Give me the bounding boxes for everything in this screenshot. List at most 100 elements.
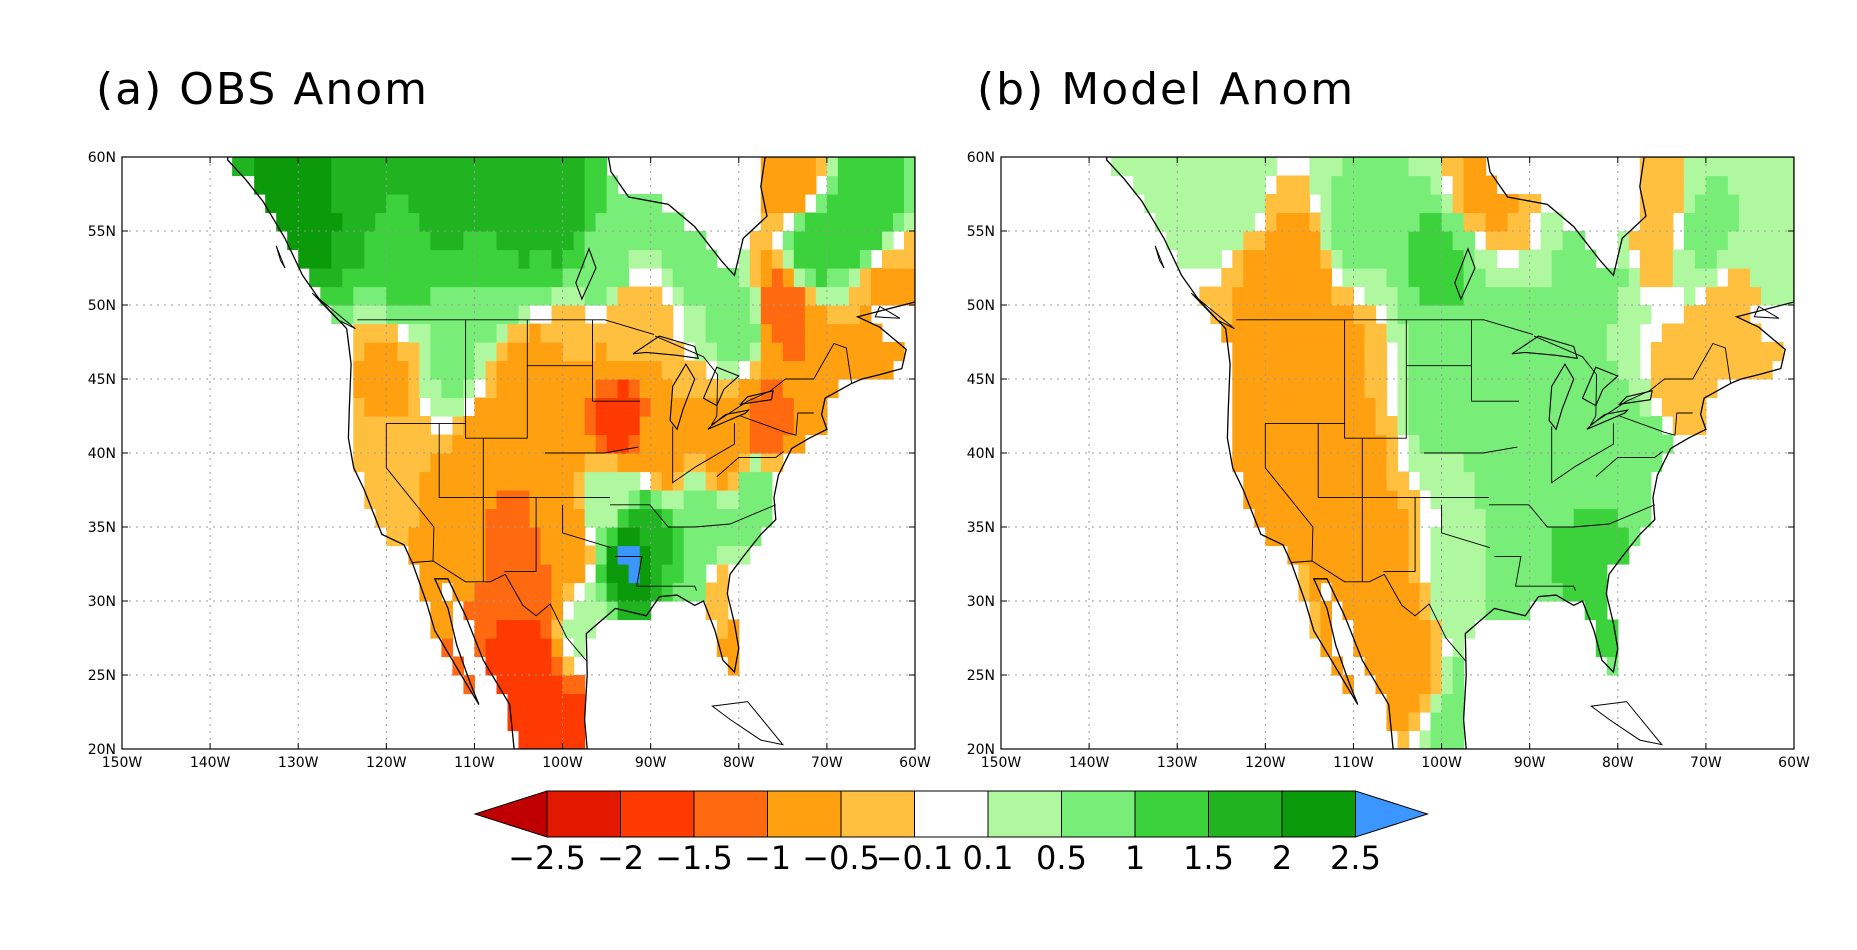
field-cell [1452,619,1465,639]
field-cell [1144,157,1156,177]
field-cell [496,175,509,195]
field-cell [1177,194,1189,214]
field-cell [705,268,718,288]
field-cell [1606,545,1619,565]
field-cell [1628,527,1641,547]
field-cell [430,249,442,269]
field-cell [397,286,409,306]
lon-tick-label: 150W [102,755,143,771]
field-cell [650,212,663,232]
field-cell [793,194,806,214]
field-cell [1783,212,1794,232]
field-cell [529,323,542,343]
field-cell [1584,453,1597,473]
field-cell [650,453,663,473]
field-cell [1518,379,1531,399]
field-cell [430,471,442,491]
field-cell [1353,268,1365,288]
field-cell [848,305,861,325]
field-cell [1276,527,1288,547]
field-cell [1408,194,1421,214]
field-cell [1188,231,1200,251]
field-cell [529,286,542,306]
field-cell [1364,490,1377,510]
field-cell [1463,286,1476,306]
field-cell [1309,397,1321,417]
field-cell [408,175,420,195]
field-cell [771,157,784,177]
field-cell [1485,305,1498,325]
field-cell [496,638,509,658]
field-cell [1276,434,1288,454]
field-cell [584,619,597,639]
border-line [504,497,537,572]
field-cell [485,619,498,639]
field-cell [595,453,608,473]
field-cell [859,268,872,288]
field-cell [386,342,398,362]
field-cell [1452,397,1465,417]
field-cell [562,360,575,380]
field-cell [1265,527,1277,547]
field-cell [573,286,586,306]
field-cell [408,323,420,343]
field-cell [716,638,729,658]
field-cell [353,305,365,325]
field-cell [529,471,542,491]
field-cell [375,379,387,399]
field-cell [518,397,531,417]
field-cell [496,434,509,454]
field-cell [1386,249,1399,269]
field-cell [1342,397,1354,417]
field-cell [573,471,586,491]
field-cell [672,268,685,288]
field-cell [1474,397,1487,417]
field-cell [397,453,409,473]
field-cell [1639,305,1652,325]
field-cell [496,194,509,214]
field-cell [1342,416,1354,436]
field-cell [496,490,509,510]
field-cell [1562,416,1575,436]
field-cell [1188,175,1200,195]
field-cell [848,286,861,306]
field-cell [760,194,773,214]
field-cell [1474,305,1487,325]
field-cell [1386,693,1399,713]
field-cell [1529,194,1542,214]
field-cell [507,231,520,251]
field-cell [474,527,486,547]
field-cell [1617,416,1630,436]
field-cell [441,527,453,547]
border-line [544,446,639,454]
field-cell [364,434,376,454]
field-cell [1441,212,1454,232]
field-cell [815,194,828,214]
field-cell [1298,212,1310,232]
field-cell [639,249,652,269]
lake-outline [702,366,740,407]
field-cell [1518,286,1531,306]
field-cell [694,453,707,473]
field-cell [1749,323,1762,343]
field-cell [1210,157,1222,177]
field-cell [1232,342,1244,362]
lon-tick-label: 80W [723,755,755,771]
field-cell [518,453,531,473]
field-cell [452,434,464,454]
lon-tick-label: 110W [1333,755,1374,771]
field-cell [1342,231,1354,251]
field-cell [397,360,409,380]
field-cell [1661,360,1674,380]
field-cell [364,471,376,491]
field-cell [1353,323,1365,343]
field-cell [848,212,861,232]
field-cell [661,434,674,454]
field-cell [893,157,905,177]
field-cell [595,231,608,251]
field-cell [639,582,652,602]
field-cell [639,194,652,214]
field-cell [749,527,762,547]
field-cell [661,416,674,436]
field-cell [1419,656,1432,676]
